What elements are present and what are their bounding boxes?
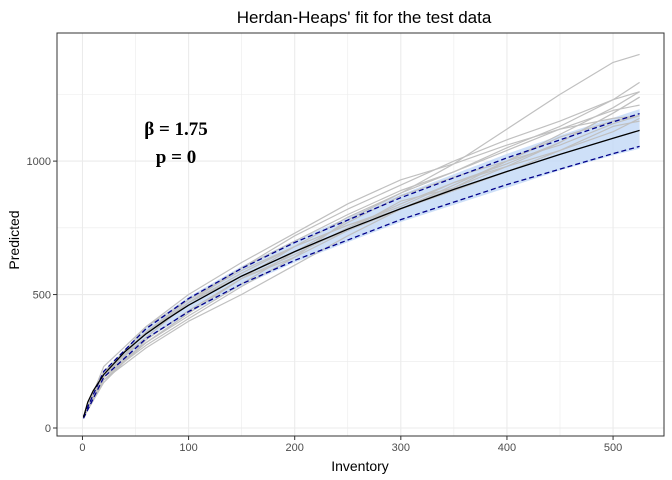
- sample-curve-1: [82, 81, 640, 418]
- x-tick-label: 200: [286, 442, 304, 454]
- major-gridlines: [57, 33, 664, 436]
- fit-curve-group: [82, 129, 640, 418]
- annotation-p: p = 0: [156, 147, 196, 168]
- x-tick-label: 100: [179, 442, 197, 454]
- annotation-beta: β = 1.75: [144, 119, 208, 140]
- chart-title: Herdan-Heaps' fit for the test data: [237, 8, 492, 27]
- confidence-lines: [82, 112, 640, 419]
- x-axis-label: Inventory: [331, 458, 389, 474]
- sample-curves: [82, 53, 640, 418]
- y-tick-label: 1000: [27, 156, 51, 168]
- x-tick-label: 500: [604, 442, 622, 454]
- panel-border: [56, 32, 665, 437]
- ci-upper-line: [82, 112, 640, 417]
- fit-curve: [82, 129, 640, 418]
- y-tick-label: 0: [45, 423, 51, 435]
- ci-lower-line: [82, 145, 640, 419]
- x-tick-label: 300: [392, 442, 410, 454]
- sample-curve-10: [82, 96, 640, 418]
- x-tick-label: 400: [498, 442, 516, 454]
- sample-curve-6: [82, 91, 640, 418]
- y-tick-label: 500: [33, 290, 51, 302]
- sample-curve-9: [82, 104, 640, 418]
- x-tick-label: 0: [79, 442, 85, 454]
- x-axis-ticks: 0 100 200 300 400 500: [79, 436, 622, 454]
- sample-curve-12: [82, 115, 640, 418]
- y-axis-ticks: 0 500 1000: [27, 156, 57, 435]
- y-axis-label: Predicted: [6, 210, 22, 269]
